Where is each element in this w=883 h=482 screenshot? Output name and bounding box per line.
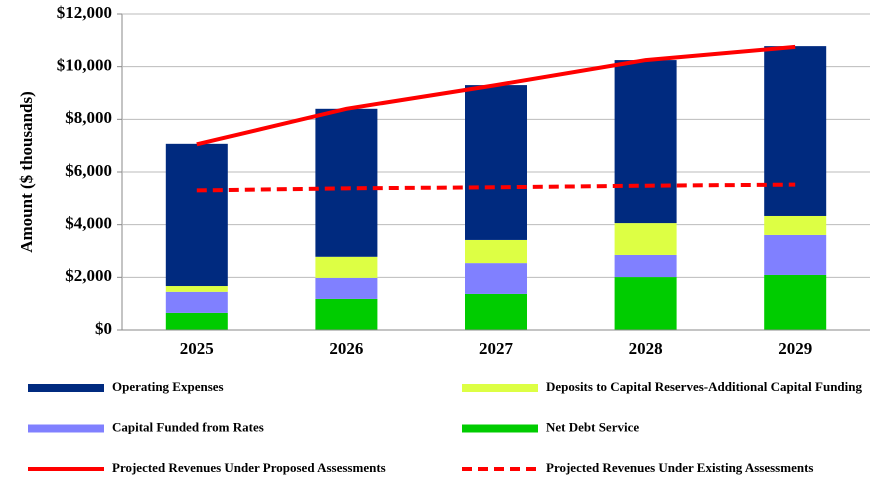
y-tick-label: $6,000 [65, 161, 112, 180]
bar-segment [614, 60, 677, 224]
y-axis-label: Amount ($ thousands) [17, 91, 36, 253]
line [196, 44, 796, 147]
y-tick-label: $2,000 [65, 266, 112, 285]
legend-swatch [462, 384, 538, 392]
legend-label: Deposits to Capital Reserves-Additional … [546, 379, 862, 394]
bar-segment [764, 215, 827, 235]
bar-segment [315, 298, 378, 330]
legend-swatch [28, 424, 104, 433]
bar-segment [614, 254, 677, 278]
x-tick-label: 2026 [329, 339, 363, 358]
bar-segment [614, 277, 677, 330]
y-tick-label: $10,000 [57, 56, 112, 75]
bar-segment [465, 239, 527, 264]
y-tick-label: $12,000 [57, 3, 112, 22]
legend-label: Net Debt Service [546, 419, 639, 434]
bar-segment [465, 293, 527, 330]
legend-label: Projected Revenues Under Existing Assess… [546, 460, 813, 475]
bar-segment [165, 286, 228, 292]
y-tick-label: $4,000 [65, 214, 112, 233]
bar-segment [614, 223, 677, 255]
x-tick-label: 2028 [629, 339, 663, 358]
legend-label: Capital Funded from Rates [112, 419, 264, 434]
bar-segment [465, 85, 527, 240]
x-tick-label: 2029 [778, 339, 812, 358]
bar-segment [165, 291, 228, 313]
legend-swatch [28, 384, 104, 392]
line [196, 182, 796, 193]
bar-segment [465, 263, 527, 294]
bar-segment [764, 274, 827, 330]
bar-segment [764, 46, 827, 216]
bar-segment [315, 256, 378, 278]
bar-segment [165, 312, 228, 330]
y-tick-label: $8,000 [65, 108, 112, 127]
x-tick-label: 2025 [180, 339, 214, 358]
bar-segment [315, 108, 378, 257]
bar-segment [764, 234, 827, 275]
bar-segment [165, 143, 228, 287]
y-tick-label: $0 [95, 319, 112, 338]
legend-swatch [462, 424, 538, 433]
bar-segment [315, 277, 378, 299]
x-tick-label: 2027 [479, 339, 514, 358]
legend-label: Operating Expenses [112, 379, 224, 394]
legend-label: Projected Revenues Under Proposed Assess… [112, 460, 386, 475]
